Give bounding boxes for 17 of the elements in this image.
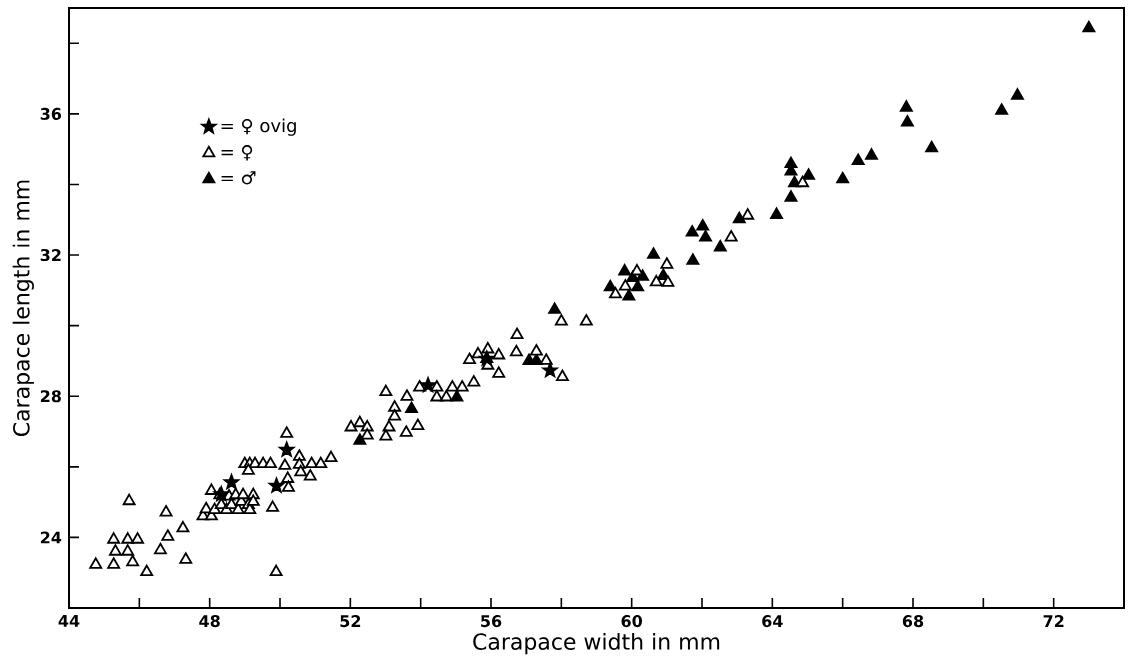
x-tick-label: 52 [340,615,361,628]
x-tick-label: 56 [481,615,502,628]
x-tick-label: 60 [621,615,643,628]
x-tick-label: 44 [58,615,80,627]
x-tick-label: 48 [199,615,220,628]
y-tick-label: 24 [40,531,62,544]
legend-label: = ♂ [221,171,256,185]
x-axis-title: Carapace width in mm [473,632,720,655]
y-axis-title: Carapace length in mm [12,180,34,437]
x-tick-label: 72 [1043,615,1064,627]
y-tick-label: 32 [40,249,61,262]
y-tick-label: 36 [40,107,62,120]
x-tick-label: 68 [902,615,924,628]
legend-label: = ♀ ovig [221,118,296,136]
x-tick-label: 64 [762,615,783,628]
y-tick-label: 28 [40,390,61,403]
legend-label: = ♀ [221,145,253,161]
